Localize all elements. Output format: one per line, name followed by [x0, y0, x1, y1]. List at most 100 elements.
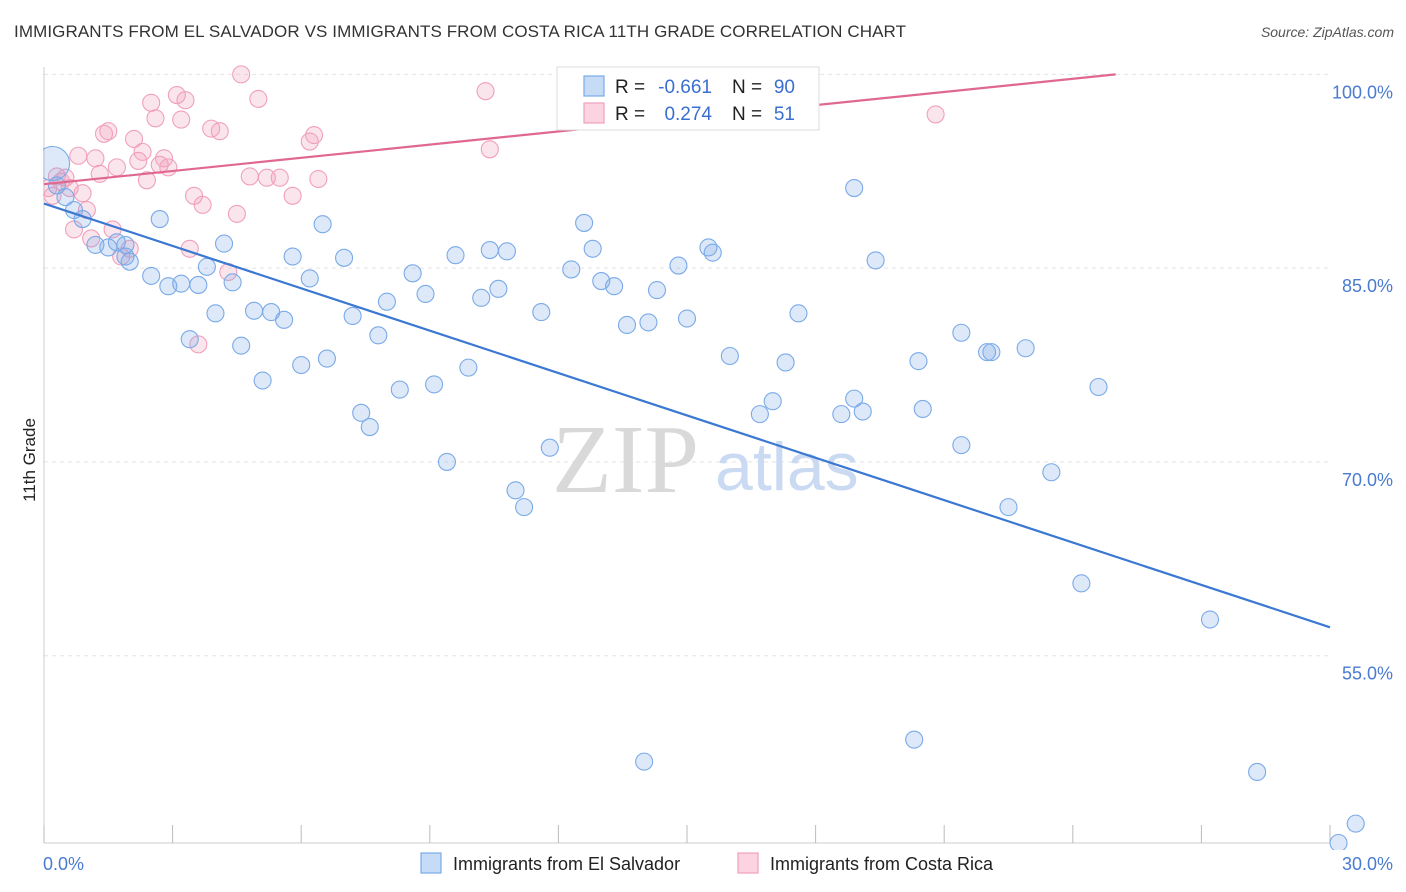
el-salvador-trend-line [43, 202, 1331, 629]
el-salvador-point [905, 730, 924, 749]
chart-title: IMMIGRANTS FROM EL SALVADOR VS IMMIGRANT… [14, 22, 907, 41]
costa-rica-point [172, 110, 191, 129]
el-salvador-point [343, 306, 362, 325]
el-salvador-point [909, 352, 928, 371]
el-salvador-point [562, 260, 581, 279]
stats-r-value-blue: -0.661 [658, 77, 712, 98]
el-salvador-point [1346, 814, 1365, 833]
el-salvador-point [575, 213, 594, 232]
costa-rica-point [176, 91, 195, 110]
el-salvador-point [223, 273, 242, 292]
grid-lines [44, 73, 1330, 657]
el-salvador-point [180, 330, 199, 349]
series-legend-label-blue: Immigrants from El Salvador [453, 854, 680, 874]
y-tick-label: 55.0% [1342, 664, 1393, 684]
stats-legend-swatch-pink [583, 102, 605, 124]
y-tick-label: 70.0% [1342, 470, 1393, 490]
y-tick-label: 100.0% [1332, 82, 1393, 102]
el-salvador-point [335, 248, 354, 267]
costa-rica-point [309, 169, 328, 189]
costa-rica-point [73, 184, 92, 203]
costa-rica-point [154, 149, 174, 168]
el-salvador-point [1042, 463, 1061, 482]
el-salvador-point [253, 371, 272, 390]
el-salvador-point [313, 215, 332, 234]
el-salvador-point [244, 301, 264, 320]
el-salvador-point [352, 403, 371, 422]
y-tick-labels: 100.0% 85.0% 70.0% 55.0% [1332, 82, 1393, 683]
costa-rica-point [107, 158, 126, 177]
el-salvador-point [617, 315, 637, 335]
el-salvador-point [763, 392, 782, 411]
el-salvador-point [56, 188, 75, 207]
el-salvador-point [369, 326, 388, 345]
series-legend-swatch-blue [420, 852, 442, 874]
el-salvador-point [232, 336, 251, 355]
el-salvador-point [497, 242, 517, 261]
costa-rica-point [210, 122, 229, 141]
costa-rica-point [257, 168, 276, 187]
el-salvador-point [197, 257, 216, 276]
costa-rica-point [146, 109, 165, 128]
el-salvador-point [43, 145, 71, 182]
y-tick-label: 85.0% [1342, 276, 1393, 296]
costa-rica-point [167, 85, 186, 105]
el-salvador-point [214, 234, 234, 253]
el-salvador-point [1016, 339, 1035, 358]
costa-rica-point [240, 167, 259, 186]
el-salvador-point [532, 303, 551, 322]
el-salvador-point [913, 399, 932, 419]
costa-rica-point [232, 65, 251, 84]
stats-n-value-blue: 90 [774, 77, 795, 98]
el-salvador-point [515, 498, 534, 517]
series-legend: Immigrants from El Salvador Immigrants f… [420, 852, 994, 874]
costa-rica-point [305, 126, 324, 145]
el-salvador-point [206, 304, 225, 323]
el-salvador-point [459, 358, 478, 377]
el-salvador-point [377, 292, 396, 311]
el-salvador-point [425, 375, 444, 394]
el-salvador-point [952, 436, 971, 455]
costa-rica-point [43, 186, 62, 205]
costa-rica-point [124, 129, 144, 149]
costa-rica-point [159, 158, 178, 177]
el-salvador-point [639, 313, 658, 332]
el-salvador-point [416, 284, 435, 304]
x-tick-label-max: 30.0% [1342, 854, 1393, 874]
series-legend-swatch-pink [737, 852, 759, 874]
watermark-atlas: atlas [715, 429, 859, 505]
el-salvador-point [952, 323, 971, 342]
el-salvador-point [647, 281, 667, 300]
el-salvador-point [317, 349, 336, 368]
el-salvador-point [506, 481, 525, 500]
el-salvador-point [866, 251, 885, 270]
costa-rica-point [142, 93, 161, 112]
costa-rica-point [133, 142, 152, 161]
el-salvador-point [999, 498, 1018, 517]
el-salvador-point [789, 304, 808, 323]
el-salvador-point [978, 343, 997, 362]
el-salvador-point [605, 277, 624, 296]
el-salvador-point [150, 210, 169, 229]
stats-n-label-blue: N = [732, 77, 762, 98]
watermark-zip: ZIP [552, 406, 699, 514]
el-salvador-point [853, 402, 872, 421]
costa-rica-point [99, 122, 118, 141]
el-salvador-point [635, 752, 654, 771]
costa-rica-point [283, 186, 302, 205]
el-salvador-point [583, 239, 602, 258]
costa-rica-point [270, 168, 289, 187]
stats-n-label-pink: N = [732, 104, 762, 125]
costa-rica-points [43, 65, 945, 354]
el-salvador-point [489, 279, 508, 298]
el-salvador-point [1089, 377, 1108, 397]
stats-r-value-pink: 0.274 [664, 104, 712, 125]
el-salvador-point [832, 405, 851, 424]
el-salvador-point [776, 353, 795, 372]
el-salvador-point [283, 247, 302, 266]
el-salvador-point [1200, 610, 1220, 629]
el-salvador-points [43, 145, 1365, 850]
el-salvador-point [540, 438, 559, 457]
el-salvador-point [845, 389, 864, 408]
